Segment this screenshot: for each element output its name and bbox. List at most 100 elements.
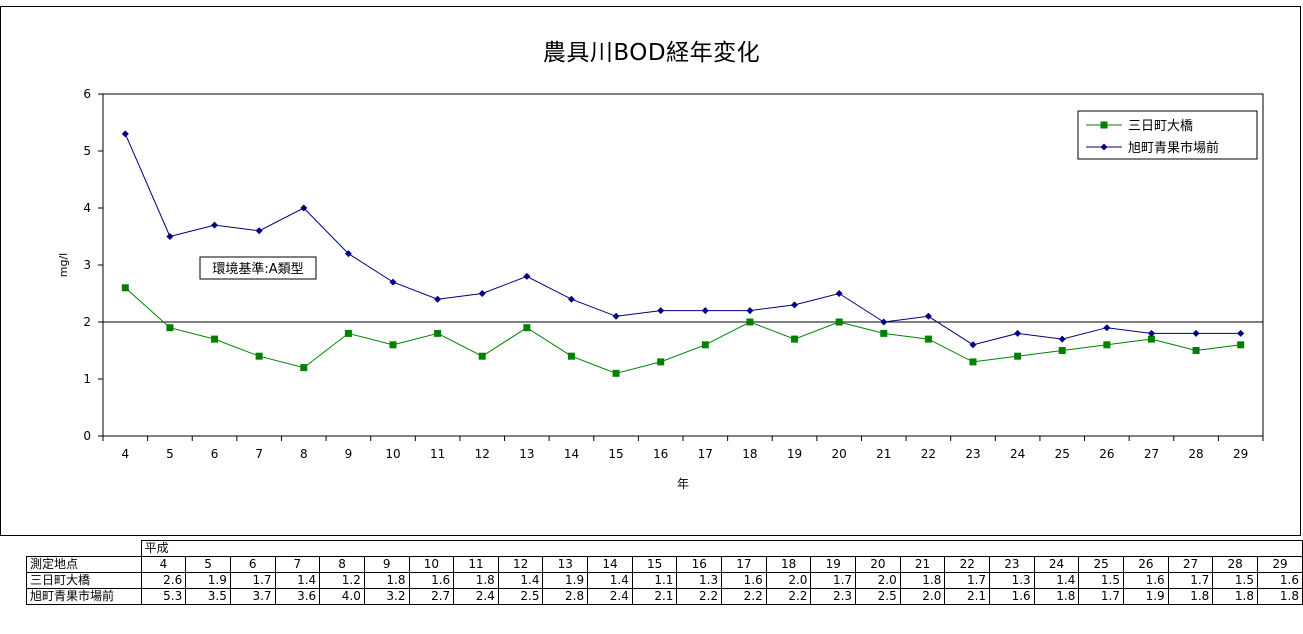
table-year-cell: 22 bbox=[944, 556, 991, 573]
series-line-1 bbox=[124, 287, 1241, 374]
legend-box bbox=[1077, 110, 1258, 160]
table-header-label: 測定地点 bbox=[26, 556, 142, 573]
data-point-series-1 bbox=[166, 324, 174, 332]
table-value-cell: 2.0 bbox=[899, 588, 946, 605]
table-value-cell: 1.8 bbox=[363, 572, 410, 589]
x-tick-label: 29 bbox=[1233, 447, 1248, 461]
reference-label-box bbox=[199, 256, 317, 280]
data-point-series-2 bbox=[969, 341, 977, 349]
legend-label-2: 旭町青果市場前 bbox=[1128, 140, 1219, 156]
table-year-cell: 25 bbox=[1078, 556, 1125, 573]
x-tick-label: 11 bbox=[430, 447, 445, 461]
table-value-cell: 2.1 bbox=[631, 588, 678, 605]
data-point-series-2 bbox=[434, 295, 442, 303]
table-value-cell: 2.5 bbox=[855, 588, 901, 605]
table-era-row: 平成 bbox=[27, 540, 1303, 557]
table-value-cell: 2.6 bbox=[140, 572, 187, 589]
table-value-cell: 1.6 bbox=[721, 572, 767, 589]
y-tick-label: 4 bbox=[83, 201, 91, 215]
data-point-series-1 bbox=[1014, 352, 1022, 360]
data-point-series-1 bbox=[657, 358, 665, 366]
table-year-cell: 14 bbox=[587, 556, 633, 573]
table-year-cell: 15 bbox=[631, 556, 678, 573]
table-value-cell: 1.4 bbox=[274, 572, 321, 589]
data-point-series-1 bbox=[344, 329, 352, 337]
table-value-cell: 3.2 bbox=[363, 588, 410, 605]
table-year-cell: 17 bbox=[721, 556, 767, 573]
x-tick-label: 14 bbox=[564, 447, 579, 461]
data-point-series-2 bbox=[166, 233, 174, 240]
data-point-series-1 bbox=[121, 284, 129, 292]
table-year-cell: 26 bbox=[1123, 556, 1169, 573]
table-year-cell: 6 bbox=[229, 556, 276, 573]
data-point-series-1 bbox=[389, 341, 397, 349]
table-value-cell: 2.2 bbox=[676, 588, 723, 605]
table-year-cell: 13 bbox=[542, 556, 589, 573]
table-value-cell: 1.4 bbox=[497, 572, 544, 589]
table-value-cell: 1.3 bbox=[989, 572, 1035, 589]
table-value-cell: 2.4 bbox=[453, 588, 499, 605]
x-tick-label: 12 bbox=[475, 447, 490, 461]
table-corner-cell bbox=[27, 541, 142, 557]
table-year-cell: 28 bbox=[1212, 556, 1258, 573]
table-value-cell: 2.4 bbox=[587, 588, 633, 605]
series-line-2 bbox=[124, 133, 1241, 346]
table-value-cell: 1.5 bbox=[1212, 572, 1258, 589]
table-value-cell: 1.2 bbox=[319, 572, 365, 589]
table-value-cell: 2.0 bbox=[855, 572, 901, 589]
table-year-cell: 5 bbox=[185, 556, 231, 573]
table-row: 三日町大橋 2.6 1.9 1.7 1.4 1.2 1.8 1.6 1.8 1.4 1.9 1.4 1.… bbox=[26, 572, 1303, 589]
table-value-cell: 1.3 bbox=[676, 572, 723, 589]
data-point-series-1 bbox=[701, 341, 709, 349]
legend-marker-2 bbox=[1100, 143, 1108, 151]
x-tick-label: 19 bbox=[787, 447, 802, 461]
table-year-cell: 29 bbox=[1256, 556, 1303, 573]
x-tick-label: 24 bbox=[1010, 447, 1025, 461]
table-value-cell: 1.6 bbox=[989, 588, 1035, 605]
data-point-series-1 bbox=[211, 335, 219, 343]
x-tick-label: 9 bbox=[345, 447, 353, 461]
data-point-series-2 bbox=[478, 290, 486, 297]
table-value-cell: 1.1 bbox=[631, 572, 678, 589]
x-tick-label: 22 bbox=[921, 447, 936, 461]
table-value-cell: 3.6 bbox=[274, 588, 321, 605]
table-value-cell: 3.5 bbox=[185, 588, 231, 605]
table-year-cell: 27 bbox=[1167, 556, 1214, 573]
data-point-series-2 bbox=[1014, 329, 1022, 337]
table-value-cell: 2.7 bbox=[408, 588, 455, 605]
data-point-series-1 bbox=[612, 369, 620, 377]
table-year-cell: 23 bbox=[989, 556, 1035, 573]
data-point-series-1 bbox=[434, 329, 442, 337]
x-tick-label: 10 bbox=[385, 447, 400, 461]
table-value-cell: 1.8 bbox=[1212, 588, 1258, 605]
data-point-series-2 bbox=[746, 307, 754, 315]
x-tick-label: 8 bbox=[300, 447, 308, 461]
data-point-series-2 bbox=[211, 221, 219, 229]
table-value-cell: 1.7 bbox=[1078, 588, 1125, 605]
x-axis-title: 年 bbox=[677, 477, 689, 491]
table-value-cell: 1.6 bbox=[1256, 572, 1303, 589]
x-tick-label: 21 bbox=[876, 447, 891, 461]
table-value-cell: 3.7 bbox=[229, 588, 276, 605]
table-year-cell: 24 bbox=[1033, 556, 1080, 573]
table-value-cell: 2.0 bbox=[765, 572, 812, 589]
table-value-cell: 2.8 bbox=[542, 588, 589, 605]
data-point-series-1 bbox=[746, 318, 754, 326]
table-value-cell: 1.8 bbox=[1256, 588, 1303, 605]
data-point-series-1 bbox=[567, 352, 575, 360]
x-tick-label: 27 bbox=[1144, 447, 1159, 461]
data-point-series-2 bbox=[701, 307, 709, 315]
data-point-series-1 bbox=[880, 329, 888, 337]
table-year-cell: 16 bbox=[676, 556, 723, 573]
x-tick-label: 4 bbox=[121, 447, 129, 461]
x-tick-label: 13 bbox=[519, 447, 534, 461]
data-point-series-2 bbox=[1058, 335, 1066, 343]
table-year-cell: 12 bbox=[497, 556, 544, 573]
table-value-cell: 1.8 bbox=[1033, 588, 1080, 605]
y-tick-label: 0 bbox=[83, 429, 91, 443]
x-tick-label: 23 bbox=[965, 447, 980, 461]
y-axis-title: mg/l bbox=[57, 253, 70, 277]
chart-title: 農具川BOD経年変化 bbox=[542, 40, 761, 66]
table-row: 旭町青果市場前 5.3 3.5 3.7 3.6 4.0 3.2 2.7 2.4 2.5 2.8 2.4… bbox=[26, 588, 1303, 605]
data-point-series-2 bbox=[255, 227, 263, 235]
